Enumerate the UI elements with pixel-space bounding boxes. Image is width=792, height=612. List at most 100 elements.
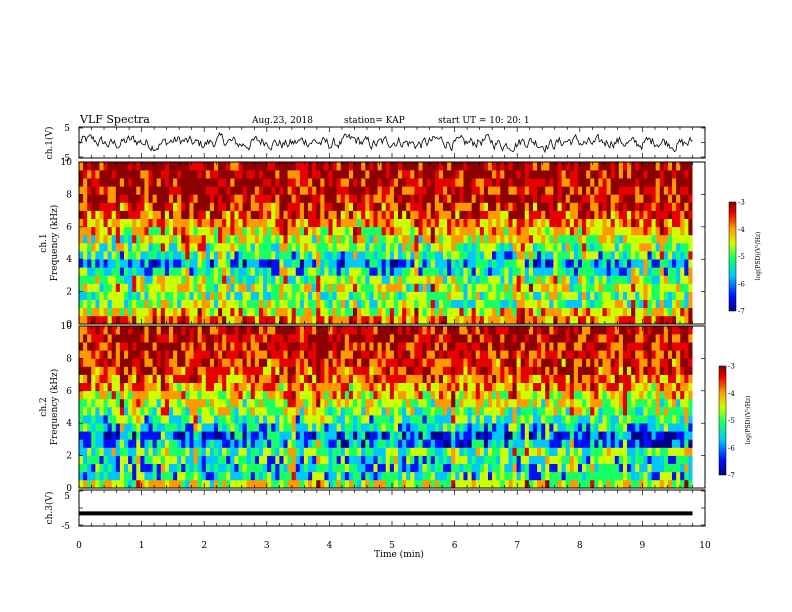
spectrogram-cell	[353, 243, 358, 252]
spectrogram-cell	[242, 291, 248, 300]
spectrogram-cell	[287, 291, 293, 300]
spectrogram-cell	[402, 455, 407, 464]
spectrogram-cell	[87, 463, 92, 473]
spectrogram-cell	[532, 291, 538, 300]
spectrogram-cell	[672, 283, 677, 292]
spectrogram-cell	[348, 423, 354, 432]
spectrogram-cell	[524, 162, 530, 171]
spectrogram-cell	[430, 342, 436, 351]
spectrogram-cell	[234, 218, 239, 228]
spectrogram-cell	[635, 243, 640, 252]
spectrogram-cell	[283, 447, 288, 456]
spectrogram-cell	[226, 234, 231, 244]
spectrogram-cell	[168, 178, 174, 187]
spectrogram-cell	[455, 210, 460, 219]
spectrogram-cell	[234, 407, 239, 416]
spectrogram-cell	[185, 455, 190, 464]
spectrogram-cell	[590, 234, 595, 244]
spectrogram-cell	[189, 358, 194, 367]
spectrogram-cell	[389, 178, 395, 187]
spectrogram-cell	[447, 186, 452, 195]
spectrogram-cell	[373, 307, 378, 317]
spectrogram-cell	[123, 259, 129, 268]
spectrogram-cell	[676, 291, 681, 300]
spectrogram-cell	[140, 382, 145, 392]
spectrogram-cell	[87, 407, 92, 416]
spectrogram-cell	[189, 479, 194, 489]
spectrogram-cell	[398, 423, 403, 432]
spectrogram-cell	[324, 218, 329, 228]
spectrogram-cell	[226, 447, 231, 456]
spectrogram-cell	[631, 226, 636, 236]
spectrogram-cell	[95, 447, 100, 456]
spectrogram-cell	[168, 218, 174, 228]
spectrogram-cell	[631, 275, 636, 284]
spectrogram-cell	[381, 275, 387, 284]
spectrogram-cell	[385, 210, 391, 219]
spectrogram-cell	[119, 283, 125, 292]
spectrogram-cell	[402, 463, 407, 473]
spectrogram-cell	[234, 251, 239, 260]
spectrogram-cell	[434, 479, 440, 489]
spectrogram-cell	[238, 307, 243, 317]
spectrogram-cell	[197, 307, 203, 317]
spectrogram-cell	[361, 291, 366, 300]
spectrogram-cell	[263, 423, 268, 432]
spectrogram-cell	[242, 170, 248, 179]
spectrogram-cell	[631, 291, 636, 300]
spectrogram-cell	[353, 194, 358, 203]
spectrogram-cell	[393, 407, 399, 416]
spectrogram-cell	[303, 275, 309, 284]
spectrogram-cell	[344, 251, 350, 260]
spectrogram-cell	[385, 342, 391, 351]
spectrogram-cell	[528, 218, 534, 228]
spectrogram-cell	[218, 342, 223, 351]
spectrogram-cell	[144, 407, 149, 416]
spectrogram-cell	[348, 291, 354, 300]
spectrogram-cell	[434, 251, 440, 260]
spectrogram-cell	[132, 471, 137, 481]
spectrogram-cell	[185, 382, 190, 392]
spectrogram-cell	[226, 291, 231, 300]
spectrogram-cell	[328, 407, 333, 416]
spectrogram-cell	[226, 186, 231, 195]
spectrogram-cell	[553, 291, 558, 300]
spectrogram-cell	[299, 374, 305, 383]
spectrogram-cell	[226, 326, 231, 335]
spectrogram-cell	[275, 299, 280, 309]
spectrogram-cell	[475, 226, 481, 236]
spectrogram-cell	[430, 275, 436, 284]
spectrogram-cell	[222, 366, 227, 375]
spectrogram-cell	[287, 178, 293, 187]
spectrogram-cell	[156, 455, 162, 464]
spectrogram-cell	[532, 186, 538, 195]
spectrogram-cell	[393, 275, 399, 284]
spectrogram-cell	[344, 415, 350, 424]
spectrogram-cell	[614, 202, 620, 211]
spectrogram-cell	[373, 447, 378, 456]
spectrogram-cell	[193, 455, 199, 464]
spectrogram-cell	[275, 471, 280, 481]
spectrogram-cell	[406, 178, 411, 187]
spectrogram-cell	[250, 342, 256, 351]
spectrogram-cell	[254, 407, 260, 416]
spectrogram-cell	[295, 358, 301, 367]
spectrogram-cell	[516, 186, 522, 195]
spectrogram-cell	[524, 307, 530, 317]
spectrogram-cell	[369, 202, 374, 211]
spectrogram-cell	[369, 243, 374, 252]
spectrogram-cell	[164, 382, 170, 392]
spectrogram-cell	[99, 366, 104, 375]
spectrogram-cell	[275, 350, 280, 359]
spectrogram-cell	[177, 479, 182, 489]
spectrogram-cell	[148, 275, 154, 284]
spectrogram-cell	[115, 186, 121, 195]
spectrogram-cell	[111, 226, 117, 236]
spectrogram-cell	[680, 291, 685, 300]
spectrogram-cell	[549, 299, 554, 309]
spectrogram-cell	[475, 315, 481, 325]
spectrogram-cell	[479, 315, 485, 325]
spectrogram-cell	[655, 202, 661, 211]
spectrogram-cell	[123, 243, 129, 252]
